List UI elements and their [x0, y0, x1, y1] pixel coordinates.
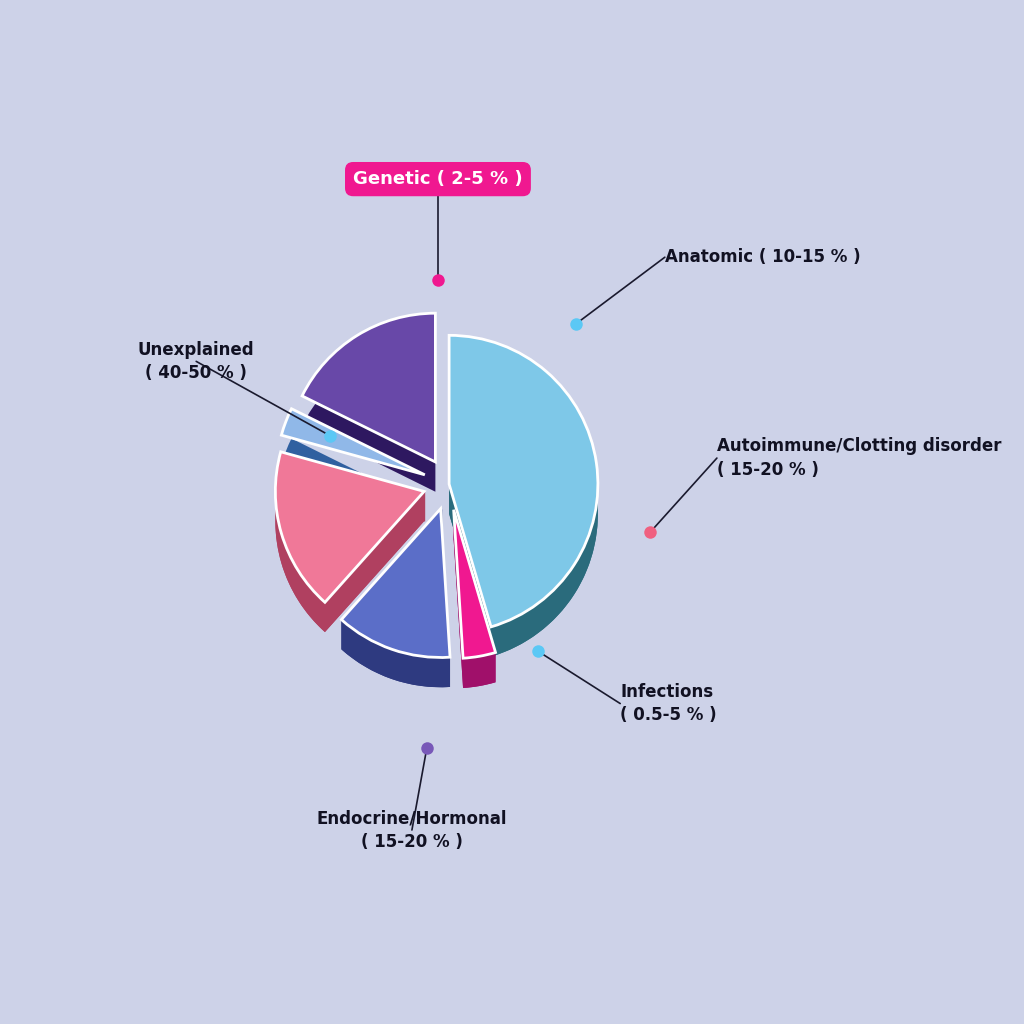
Text: Genetic ( 2-5 % ): Genetic ( 2-5 % ): [353, 170, 523, 188]
Wedge shape: [302, 313, 435, 462]
Wedge shape: [450, 335, 598, 627]
Text: Autoimmune/Clotting disorder
( 15-20 % ): Autoimmune/Clotting disorder ( 15-20 % ): [717, 437, 1001, 479]
Wedge shape: [282, 409, 425, 475]
Text: Infections
( 0.5-5 % ): Infections ( 0.5-5 % ): [621, 683, 717, 724]
Polygon shape: [454, 510, 496, 682]
Wedge shape: [275, 452, 424, 602]
Polygon shape: [275, 470, 325, 632]
Polygon shape: [463, 652, 496, 688]
Wedge shape: [454, 510, 496, 658]
Wedge shape: [341, 539, 450, 687]
Wedge shape: [450, 366, 598, 656]
Wedge shape: [282, 438, 425, 505]
Polygon shape: [454, 510, 463, 688]
Polygon shape: [341, 509, 440, 649]
Polygon shape: [325, 492, 424, 632]
Polygon shape: [341, 620, 450, 687]
Wedge shape: [275, 481, 424, 632]
Polygon shape: [450, 484, 492, 656]
Wedge shape: [454, 540, 496, 688]
Polygon shape: [440, 509, 450, 687]
Polygon shape: [492, 466, 598, 656]
Wedge shape: [341, 509, 450, 657]
Text: Endocrine/Hormonal
( 15-20 % ): Endocrine/Hormonal ( 15-20 % ): [316, 809, 507, 851]
Text: Anatomic ( 10-15 % ): Anatomic ( 10-15 % ): [665, 248, 860, 266]
Text: Unexplained
( 40-50 % ): Unexplained ( 40-50 % ): [138, 341, 255, 382]
Wedge shape: [302, 343, 435, 492]
